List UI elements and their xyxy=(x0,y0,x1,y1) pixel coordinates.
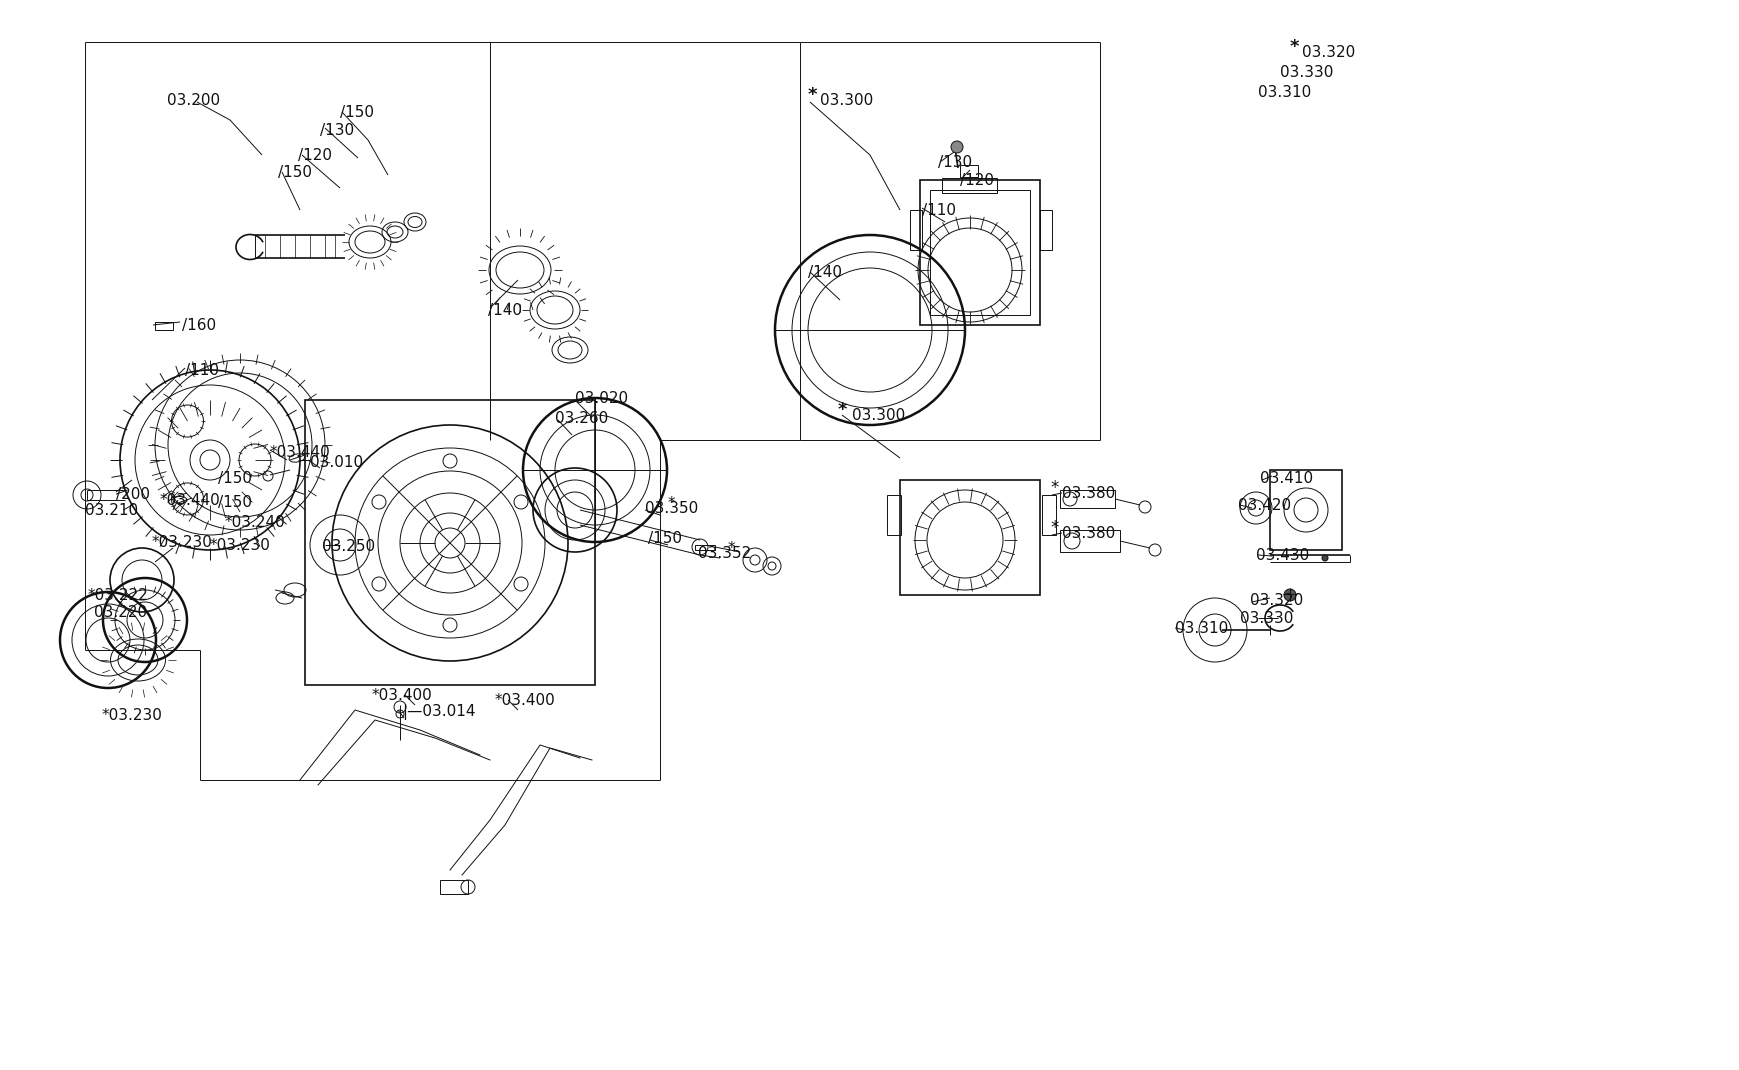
Text: *03.230: *03.230 xyxy=(151,535,212,550)
Text: /150: /150 xyxy=(647,531,682,546)
Circle shape xyxy=(951,141,962,153)
Text: 03.380: 03.380 xyxy=(1061,525,1115,540)
Text: 03.300: 03.300 xyxy=(852,408,904,423)
Text: *: * xyxy=(1289,39,1299,56)
Text: 03.300: 03.300 xyxy=(819,92,873,107)
Bar xyxy=(929,190,1029,315)
Text: *: * xyxy=(727,541,736,556)
Bar xyxy=(155,322,172,330)
Text: /200: /200 xyxy=(117,487,150,502)
Text: 03.330: 03.330 xyxy=(1280,64,1332,79)
Bar xyxy=(694,545,715,550)
Text: /150: /150 xyxy=(278,165,311,180)
Text: 03.430: 03.430 xyxy=(1256,548,1308,563)
Text: /140: /140 xyxy=(487,303,522,318)
Bar xyxy=(899,480,1040,595)
Bar xyxy=(920,180,1040,325)
Bar xyxy=(960,165,977,177)
Text: 03.220: 03.220 xyxy=(94,605,148,620)
Text: 03.310: 03.310 xyxy=(1257,85,1311,100)
Text: 03.020: 03.020 xyxy=(574,391,628,406)
Bar xyxy=(909,210,922,250)
Text: *: * xyxy=(807,86,817,104)
Bar xyxy=(1059,490,1115,508)
Circle shape xyxy=(1322,555,1327,561)
Text: *: * xyxy=(838,401,847,419)
Text: *: * xyxy=(1049,519,1057,537)
Bar xyxy=(1059,530,1120,552)
Text: *03.230: *03.230 xyxy=(103,707,163,722)
Text: /140: /140 xyxy=(807,264,842,279)
Text: /120: /120 xyxy=(960,172,993,187)
Text: *03.440: *03.440 xyxy=(160,492,221,507)
Text: *03.440: *03.440 xyxy=(270,444,330,459)
Circle shape xyxy=(1283,588,1296,601)
Text: /130: /130 xyxy=(937,154,972,169)
Text: /110: /110 xyxy=(922,202,955,217)
Text: 03.330: 03.330 xyxy=(1240,611,1292,626)
Text: /150: /150 xyxy=(217,471,252,486)
Text: 03.350: 03.350 xyxy=(645,501,697,516)
Text: 03.010: 03.010 xyxy=(310,455,363,470)
Text: /110: /110 xyxy=(184,363,219,378)
Text: |—03.014: |—03.014 xyxy=(402,704,475,720)
Text: /160: /160 xyxy=(183,318,216,333)
Bar xyxy=(941,178,996,193)
Bar xyxy=(1042,495,1056,535)
Bar xyxy=(887,495,901,535)
Text: *: * xyxy=(668,496,675,511)
Text: *03.240: *03.240 xyxy=(224,515,285,530)
Text: /120: /120 xyxy=(297,148,332,163)
Bar xyxy=(1269,470,1341,550)
Bar xyxy=(304,400,595,685)
Text: /150: /150 xyxy=(217,494,252,509)
Text: 03.260: 03.260 xyxy=(555,411,609,426)
Text: *: * xyxy=(1049,479,1057,496)
Text: 03.410: 03.410 xyxy=(1259,471,1313,486)
Text: 03.320: 03.320 xyxy=(1301,45,1355,60)
Text: 03.380: 03.380 xyxy=(1061,486,1115,501)
Bar xyxy=(1040,210,1052,250)
Text: 03.352: 03.352 xyxy=(697,546,751,561)
Text: *03.400: *03.400 xyxy=(494,692,555,707)
Text: *03.222: *03.222 xyxy=(89,587,148,602)
Text: 03.250: 03.250 xyxy=(322,538,376,553)
Text: /150: /150 xyxy=(339,105,374,120)
Text: 03.420: 03.420 xyxy=(1236,498,1290,513)
Text: *03.230: *03.230 xyxy=(210,537,271,552)
Text: 03.320: 03.320 xyxy=(1249,593,1303,608)
Text: /130: /130 xyxy=(320,122,355,138)
Text: 03.310: 03.310 xyxy=(1174,621,1228,636)
Text: 03.200: 03.200 xyxy=(167,92,221,107)
Bar xyxy=(440,880,468,895)
Text: 03.210: 03.210 xyxy=(85,503,137,518)
Text: *03.400: *03.400 xyxy=(372,688,433,703)
